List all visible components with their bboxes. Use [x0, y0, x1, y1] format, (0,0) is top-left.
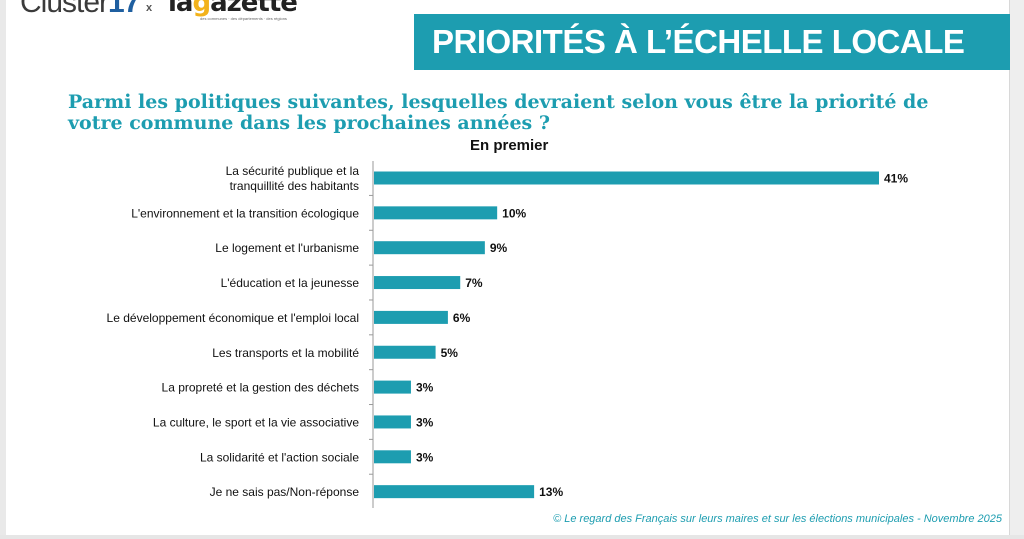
bar: [374, 450, 411, 464]
cluster17-logo: Cluster17: [20, 0, 140, 20]
data-label: 3%: [416, 415, 434, 429]
data-label: 9%: [490, 241, 508, 255]
source-note: © Le regard des Français sur leurs maire…: [553, 513, 1002, 525]
category-label: La sécurité publique et la: [226, 164, 360, 178]
bar: [374, 241, 485, 255]
bar: [374, 276, 461, 290]
cluster17-logo-text: Cluster: [20, 0, 109, 19]
cluster17-logo-number: 17: [108, 0, 140, 19]
category-label: Le développement économique et l'emploi …: [107, 311, 359, 325]
category-label: L'environnement et la transition écologi…: [131, 206, 359, 220]
la-gazette-logo-rest: azette: [210, 0, 298, 18]
logo-separator: x: [146, 2, 153, 14]
category-label: tranquillité des habitants: [230, 179, 359, 193]
la-gazette-logo-prefix: la: [168, 0, 193, 18]
data-label: 41%: [884, 172, 908, 186]
title-banner: PRIORITÉS À L’ÉCHELLE LOCALE: [414, 14, 1010, 70]
chart-title: En premier: [470, 137, 549, 154]
la-gazette-logo: lagazette: [168, 0, 298, 18]
category-label: La solidarité et l'action sociale: [200, 450, 359, 464]
scrollbar[interactable]: [1009, 0, 1024, 539]
data-label: 7%: [465, 276, 483, 290]
data-label: 10%: [502, 206, 526, 220]
bar: [374, 485, 535, 499]
survey-question: Parmi les politiques suivantes, lesquell…: [68, 91, 929, 134]
data-label: 6%: [453, 311, 471, 325]
bar: [374, 171, 879, 185]
la-gazette-logo-g: g: [192, 0, 211, 18]
category-label: L'éducation et la jeunesse: [221, 276, 360, 290]
bar: [374, 415, 411, 429]
window-frame-bottom: [0, 535, 1024, 539]
category-label: La culture, le sport et la vie associati…: [153, 415, 359, 429]
category-label: Les transports et la mobilité: [212, 346, 359, 360]
bar: [374, 345, 436, 359]
data-label: 3%: [416, 450, 434, 464]
category-label: La propreté et la gestion des déchets: [162, 381, 359, 395]
bar: [374, 206, 498, 220]
category-label: Le logement et l'urbanisme: [215, 241, 359, 255]
data-label: 3%: [416, 381, 434, 395]
category-label: Je ne sais pas/Non-réponse: [210, 485, 360, 499]
window-frame-left: [0, 0, 6, 539]
la-gazette-tagline: des communes · des départements · des ré…: [200, 16, 287, 21]
bar: [374, 310, 448, 324]
data-label: 5%: [441, 346, 459, 360]
bar: [374, 380, 411, 394]
data-label: 13%: [539, 485, 563, 499]
page-title: PRIORITÉS À L’ÉCHELLE LOCALE: [432, 23, 965, 60]
